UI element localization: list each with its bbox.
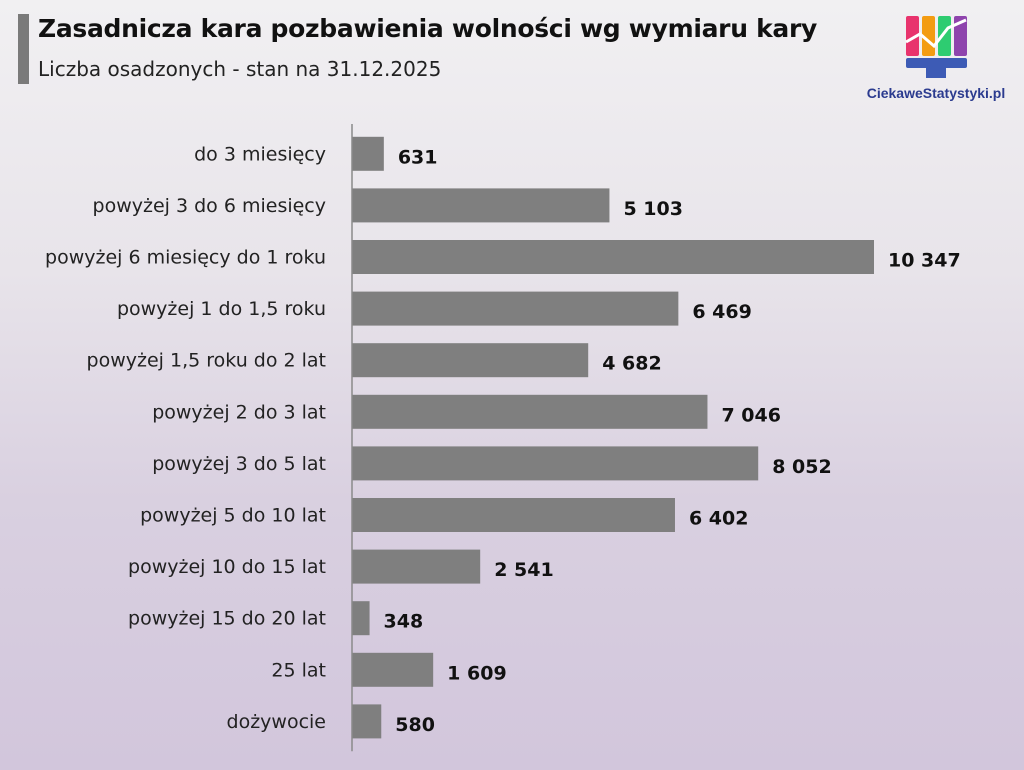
category-label: powyżej 2 do 3 lat xyxy=(152,401,326,423)
category-label: powyżej 1 do 1,5 roku xyxy=(117,298,326,320)
bar xyxy=(352,652,434,687)
bar xyxy=(352,188,610,223)
bar xyxy=(352,704,382,739)
value-label: 6 469 xyxy=(692,301,752,323)
category-label: powyżej 10 do 15 lat xyxy=(128,556,326,578)
value-label: 348 xyxy=(384,611,424,633)
category-label: powyżej 15 do 20 lat xyxy=(128,608,326,630)
bar xyxy=(352,446,759,481)
category-label: do 3 miesięcy xyxy=(194,143,326,165)
bar xyxy=(352,394,708,429)
chart-title: Zasadnicza kara pozbawienia wolności wg … xyxy=(38,14,818,43)
title-accent-bar xyxy=(18,14,29,84)
site-logo-icon xyxy=(905,16,967,78)
category-label: 25 lat xyxy=(271,659,326,681)
category-label: powyżej 1,5 roku do 2 lat xyxy=(87,350,326,372)
bar xyxy=(352,549,481,584)
bar xyxy=(352,291,679,326)
bar xyxy=(352,343,589,378)
bar xyxy=(352,240,874,274)
value-label: 7 046 xyxy=(721,404,781,426)
value-label: 5 103 xyxy=(623,198,683,220)
bar xyxy=(352,136,384,171)
category-label: powyżej 3 do 6 miesięcy xyxy=(93,195,326,217)
bar xyxy=(352,498,675,532)
category-label: powyżej 6 miesięcy do 1 roku xyxy=(45,247,326,269)
value-label: 6 402 xyxy=(689,508,749,530)
value-label: 631 xyxy=(398,146,438,168)
value-label: 580 xyxy=(395,714,435,736)
site-logo-text: CiekaweStatystyki.pl xyxy=(866,85,1006,101)
chart-subtitle: Liczba osadzonych - stan na 31.12.2025 xyxy=(38,57,442,81)
value-label: 4 682 xyxy=(602,353,662,375)
category-label: dożywocie xyxy=(227,711,326,733)
value-label: 8 052 xyxy=(772,456,832,478)
category-label: powyżej 3 do 5 lat xyxy=(152,453,326,475)
category-label: powyżej 5 do 10 lat xyxy=(140,505,326,527)
bar xyxy=(352,601,370,636)
value-label: 10 347 xyxy=(888,250,961,272)
value-label: 2 541 xyxy=(494,559,553,581)
value-label: 1 609 xyxy=(447,662,507,684)
